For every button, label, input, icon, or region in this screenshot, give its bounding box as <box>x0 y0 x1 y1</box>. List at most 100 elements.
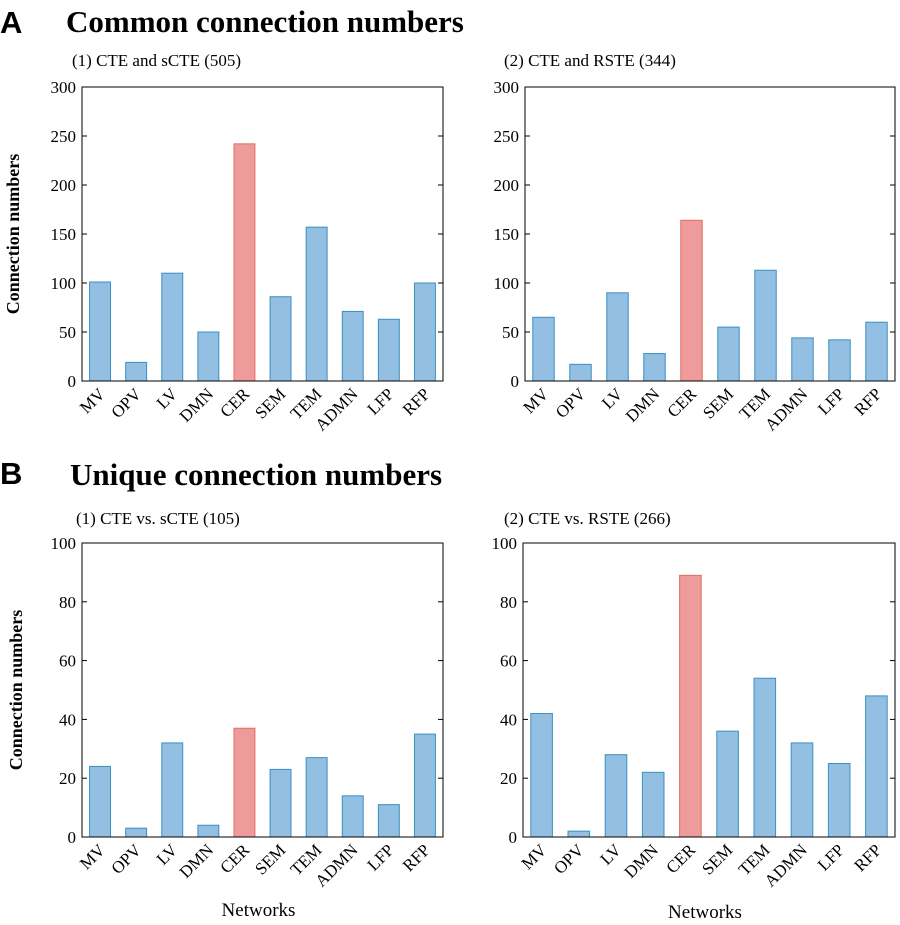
x-tick-label: RFP <box>399 384 434 419</box>
x-tick-label: RFP <box>851 384 886 419</box>
x-axis-label: Networks <box>668 902 742 923</box>
bar-rfp <box>865 695 888 838</box>
bar-lfp <box>827 763 851 838</box>
x-tick-label: SEM <box>251 384 289 422</box>
y-tick-label: 100 <box>51 534 77 553</box>
x-tick-label: SEM <box>698 840 736 878</box>
chart-subtitle: (2) CTE and RSTE (344) <box>504 51 676 70</box>
bar-mv <box>532 316 555 382</box>
chart-4: (2) CTE vs. RSTE (266) 0 20 40 60 80 100 MV OPV L… <box>492 509 896 923</box>
bar-cer <box>233 727 256 838</box>
chart-subtitle: (2) CTE vs. RSTE (266) <box>504 509 671 528</box>
bar-cer <box>679 574 702 838</box>
bar-tem <box>305 226 328 382</box>
x-tick-label: LV <box>153 840 182 869</box>
chart-subtitle: (1) CTE vs. sCTE (105) <box>76 509 240 528</box>
y-tick-label: 20 <box>500 769 517 788</box>
y-tick-label: 0 <box>68 372 77 391</box>
panel-b-heading: Unique connection numbers <box>70 457 442 492</box>
panel-a-heading: Common connection numbers <box>66 4 464 39</box>
y-tick-label: 0 <box>68 828 77 847</box>
y-tick-label: 150 <box>494 225 520 244</box>
bar-mv <box>530 713 553 838</box>
y-tick-label: 0 <box>511 372 520 391</box>
bar-admn <box>341 310 364 382</box>
x-tick-label: MV <box>76 384 109 417</box>
y-tick-label: 60 <box>59 652 76 671</box>
y-tick-label: 0 <box>509 828 518 847</box>
plot-frame <box>522 542 896 838</box>
x-tick-label: RFP <box>850 840 885 875</box>
y-tick-label: 300 <box>494 78 520 97</box>
y-tick-label: 100 <box>51 274 77 293</box>
plot-frame <box>81 542 444 838</box>
x-tick-label: SEM <box>251 840 289 878</box>
bar-lv <box>604 754 628 838</box>
bar-sem <box>716 730 739 838</box>
x-tick-label: LFP <box>814 384 848 418</box>
x-tick-label: MV <box>76 840 109 873</box>
x-tick-label: OPV <box>550 840 588 878</box>
x-tick-label: CER <box>216 840 253 877</box>
x-axis-label: Networks <box>222 900 296 921</box>
x-tick-label: MV <box>520 384 553 417</box>
x-tick-label: CER <box>662 840 699 877</box>
y-tick-label: 40 <box>500 710 517 729</box>
bar-rfp <box>413 733 436 838</box>
x-tick-label: DMN <box>176 384 217 425</box>
x-tick-label: LFP <box>364 384 398 418</box>
bar-opv <box>125 827 148 838</box>
bar-opv <box>569 363 592 382</box>
bar-tem <box>754 269 777 382</box>
x-tick-label: LFP <box>814 840 848 874</box>
bar-opv <box>125 361 148 382</box>
bar-tem <box>305 757 328 838</box>
y-tick-label: 20 <box>59 769 76 788</box>
y-axis-label: Connection numbers <box>3 154 23 315</box>
bar-lfp <box>377 804 400 838</box>
bar-sem <box>269 768 292 838</box>
bar-mv <box>89 281 112 382</box>
y-tick-label: 250 <box>494 127 520 146</box>
bar-sem <box>269 296 292 382</box>
y-tick-label: 100 <box>494 274 520 293</box>
x-tick-label: MV <box>518 840 551 873</box>
x-tick-label: ADMN <box>761 840 811 890</box>
charts-group: (1) CTE and sCTE (505)050100150200250300… <box>3 51 896 923</box>
bar-admn <box>790 742 814 838</box>
x-tick-label: DMN <box>622 384 663 425</box>
bar-sem <box>717 326 740 382</box>
y-tick-label: 80 <box>59 593 76 612</box>
y-tick-label: 50 <box>59 323 76 342</box>
bar-tem <box>753 677 777 838</box>
x-tick-label: OPV <box>107 840 145 878</box>
x-tick-label: ADMN <box>761 384 811 434</box>
panel-b-letter: B <box>0 456 22 491</box>
chart-subtitle: (1) CTE and sCTE (505) <box>72 51 241 70</box>
chart-2: (2) CTE and RSTE (344) 0 50 100 150 200 250 300… <box>494 51 896 435</box>
bar-lv <box>161 272 184 382</box>
bar-lv <box>606 292 629 382</box>
y-tick-label: 50 <box>502 323 519 342</box>
x-tick-label: LFP <box>364 840 398 874</box>
bar-cer <box>233 143 256 382</box>
bar-mv <box>89 765 112 838</box>
bar-cer <box>680 219 703 382</box>
x-tick-label: OPV <box>552 384 590 422</box>
x-tick-label: LV <box>153 384 182 413</box>
y-tick-label: 250 <box>51 127 77 146</box>
bar-dmn <box>197 824 220 838</box>
bar-lv <box>161 742 184 838</box>
bar-lfp <box>828 339 851 382</box>
chart-1: (1) CTE and sCTE (505) 0 50 100 150 200 250 300… <box>3 51 444 435</box>
x-tick-label: DMN <box>176 840 217 881</box>
bar-opv <box>567 830 591 838</box>
y-tick-label: 60 <box>500 652 517 671</box>
bar-rfp <box>865 321 888 382</box>
bar-dmn <box>197 331 220 382</box>
bar-admn <box>341 795 364 838</box>
y-tick-label: 200 <box>51 176 77 195</box>
x-tick-label: CER <box>216 384 253 421</box>
x-tick-label: DMN <box>621 840 662 881</box>
y-tick-label: 300 <box>51 78 77 97</box>
